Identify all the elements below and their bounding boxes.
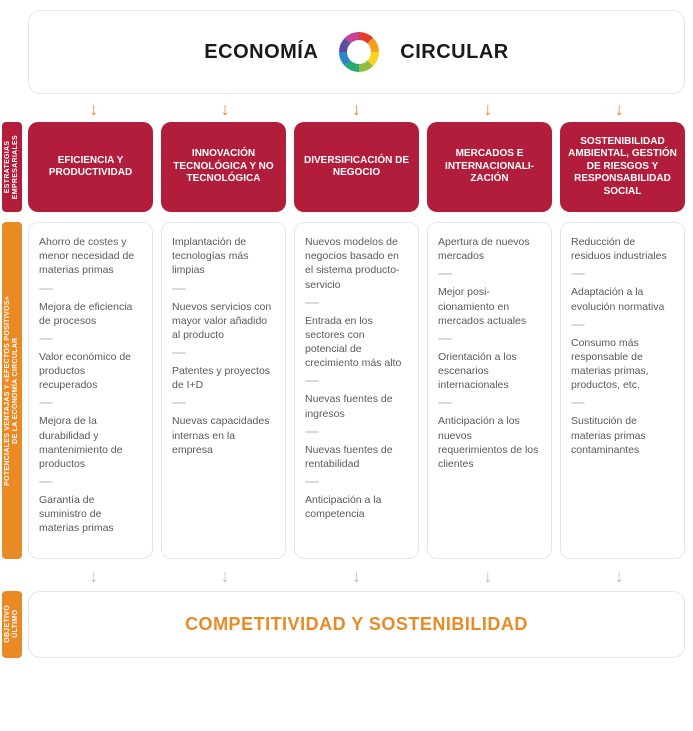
list-item: Patentes y proyectos de I+D — [172, 364, 275, 404]
column: MERCADOS E INTERNACIONALI-ZACIÓN Apertura… — [427, 122, 552, 559]
header-word-left: ECONOMÍA — [204, 41, 318, 64]
arrow-down-icon: ↓ — [89, 100, 98, 118]
column: DIVERSIFICACIÓN DE NEGOCIO Nuevos modelos… — [294, 122, 419, 559]
list-item: Ahorro de costes y menor necesidad de ma… — [39, 235, 142, 290]
column-body: Ahorro de costes y menor necesidad de ma… — [28, 222, 153, 559]
arrows-row-bottom: ↓ ↓ ↓ ↓ ↓ — [28, 559, 685, 591]
arrow-down-icon: ↓ — [221, 100, 230, 118]
column-header: DIVERSIFICACIÓN DE NEGOCIO — [294, 122, 419, 212]
side-label-strategies: ESTRATEGIAS EMPRESARIALES — [2, 122, 22, 212]
arrows-row-top: ↓ ↓ ↓ ↓ ↓ — [28, 94, 685, 122]
list-item: Mejora de la durabilidad y mantenimiento… — [39, 414, 142, 483]
arrow-down-icon: ↓ — [483, 567, 492, 585]
list-item: Nuevos servicios con mayor valor añadido… — [172, 300, 275, 355]
list-item: Mejora de eficiencia de procesos — [39, 300, 142, 340]
arrow-down-icon: ↓ — [483, 100, 492, 118]
list-item: Reducción de residuos industriales — [571, 235, 674, 275]
arrow-down-icon: ↓ — [352, 100, 361, 118]
header-word-right: CIRCULAR — [400, 41, 508, 64]
list-item: Consumo más responsable de materias prim… — [571, 336, 674, 405]
column: INNOVACIÓN TECNOLÓGICA Y NO TECNOLÓGICA I… — [161, 122, 286, 559]
list-item: Entrada en los sectores con potencial de… — [305, 314, 408, 383]
header-box: ECONOMÍA CIRCULAR — [28, 10, 685, 94]
list-item: Adaptación a la evolución normativa — [571, 285, 674, 325]
list-item: Garantía de suministro de materias prima… — [39, 493, 142, 536]
color-ring-icon — [336, 29, 382, 75]
list-item: Nuevas fuentes de ingresos — [305, 392, 408, 432]
arrow-down-icon: ↓ — [615, 100, 624, 118]
list-item: Sustitución de materias primas contamina… — [571, 414, 674, 457]
side-label-advantages: POTENCIALES VENTAJAS Y «EFECTOS POSITIVO… — [2, 222, 22, 559]
list-item: Nuevas fuentes de rentabilidad — [305, 443, 408, 483]
column-header: SOSTENIBILIDAD AMBIENTAL, GESTIÓN DE RIE… — [560, 122, 685, 212]
list-item: Implantación de tecnologías más limpias — [172, 235, 275, 290]
arrow-down-icon: ↓ — [221, 567, 230, 585]
list-item: Anticipación a los nuevos requerimientos… — [438, 414, 541, 471]
side-label-strategies-text: ESTRATEGIAS EMPRESARIALES — [4, 135, 20, 199]
column: EFICIENCIA Y PRODUCTIVIDAD Ahorro de cost… — [28, 122, 153, 559]
side-label-objective: OBJETIVO ÚLTIMO — [2, 591, 22, 658]
columns-container: ESTRATEGIAS EMPRESARIALES POTENCIALES VE… — [28, 122, 685, 559]
footer-text: COMPETITIVIDAD Y SOSTENIBILIDAD — [185, 614, 528, 634]
list-item: Apertura de nuevos mercados — [438, 235, 541, 275]
column-body: Implantación de tecnologías más limpias N… — [161, 222, 286, 559]
arrow-down-icon: ↓ — [352, 567, 361, 585]
column-header: EFICIENCIA Y PRODUCTIVIDAD — [28, 122, 153, 212]
column-body: Nuevos modelos de negocios basado en el … — [294, 222, 419, 559]
list-item: Nuevas capacidades internas en la empres… — [172, 414, 275, 457]
column-body: Reducción de residuos industriales Adapta… — [560, 222, 685, 559]
column: SOSTENIBILIDAD AMBIENTAL, GESTIÓN DE RIE… — [560, 122, 685, 559]
list-item: Orientación a los escenarios internacion… — [438, 350, 541, 405]
side-label-objective-text: OBJETIVO ÚLTIMO — [4, 605, 20, 643]
side-label-advantages-text: POTENCIALES VENTAJAS Y «EFECTOS POSITIVO… — [4, 296, 20, 486]
column-body: Apertura de nuevos mercados Mejor posi-ci… — [427, 222, 552, 559]
list-item: Mejor posi-cionamiento en mercados actua… — [438, 285, 541, 340]
list-item: Valor económico de productos recuperados — [39, 350, 142, 405]
arrow-down-icon: ↓ — [615, 567, 624, 585]
arrow-down-icon: ↓ — [89, 567, 98, 585]
column-header: MERCADOS E INTERNACIONALI-ZACIÓN — [427, 122, 552, 212]
footer-box: COMPETITIVIDAD Y SOSTENIBILIDAD — [28, 591, 685, 658]
list-item: Anticipación a la competencia — [305, 493, 408, 521]
list-item: Nuevos modelos de negocios basado en el … — [305, 235, 408, 304]
column-header: INNOVACIÓN TECNOLÓGICA Y NO TECNOLÓGICA — [161, 122, 286, 212]
